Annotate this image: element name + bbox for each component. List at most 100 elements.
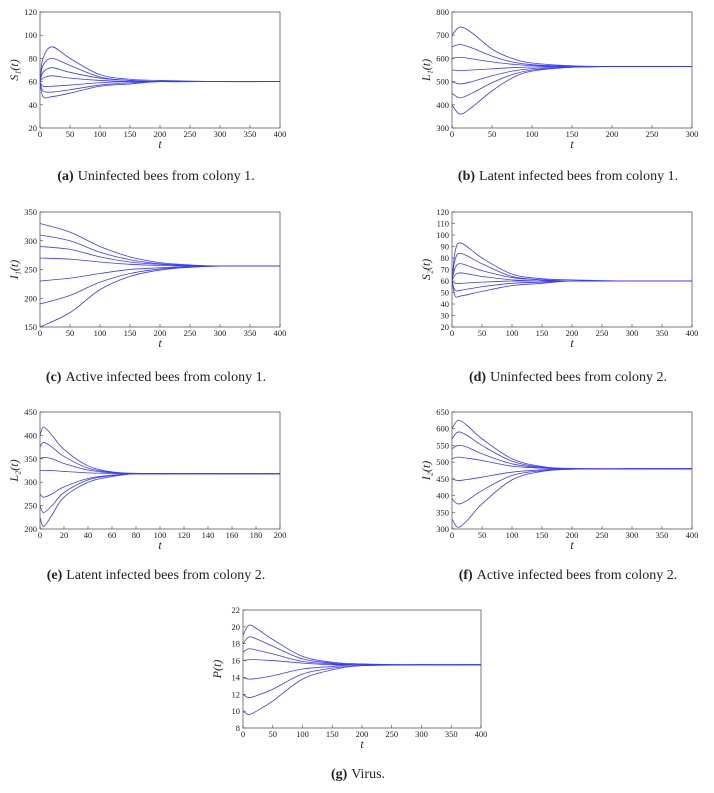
x-tick-label: 200	[356, 729, 369, 739]
x-tick-label: 0	[450, 530, 454, 540]
x-tick-label: 100	[526, 129, 539, 139]
y-tick-label: 70	[441, 265, 450, 275]
curve	[452, 456, 692, 470]
x-tick-label: 200	[606, 129, 619, 139]
y-tick-label: 450	[436, 474, 449, 484]
caption-label: (e)	[47, 568, 63, 583]
caption: (f) Active infected bees from colony 2.	[459, 568, 678, 583]
y-tick-label: 20	[232, 622, 241, 632]
caption: (b) Latent infected bees from colony 1.	[458, 169, 678, 184]
curve	[40, 442, 280, 475]
curve	[40, 81, 280, 88]
x-tick-label: 400	[686, 530, 699, 540]
x-tick-label: 120	[178, 530, 191, 540]
y-tick-label: 14	[232, 672, 241, 682]
y-tick-label: 60	[441, 276, 450, 286]
x-tick-label: 300	[626, 328, 639, 338]
x-tick-label: 200	[274, 530, 287, 540]
x-tick-label: 150	[124, 129, 137, 139]
y-tick-label: 100	[24, 30, 37, 40]
x-tick-label: 400	[274, 328, 287, 338]
x-tick-label: 0	[38, 129, 42, 139]
y-tick-label: 120	[436, 207, 449, 217]
y-tick-label: 600	[436, 424, 449, 434]
y-tick-label: 400	[24, 430, 37, 440]
y-tick-label: 300	[436, 524, 449, 534]
x-tick-label: 250	[646, 129, 659, 139]
x-axis-label: t	[158, 137, 162, 151]
y-tick-label: 350	[24, 454, 37, 464]
y-axis-label: P(t)	[210, 660, 224, 680]
caption-label: (c)	[46, 370, 62, 385]
x-tick-label: 100	[94, 328, 107, 338]
y-tick-label: 250	[24, 501, 37, 511]
curve	[40, 81, 280, 93]
y-tick-label: 450	[24, 407, 37, 417]
x-tick-label: 100	[154, 530, 167, 540]
x-axis-label: t	[570, 336, 574, 350]
panel: 0 50 100 150 200 250 300 350 400 20 40 60 80 100 120 t S…	[7, 7, 286, 184]
axes-frame	[39, 11, 281, 129]
curve	[452, 468, 692, 528]
caption: (a) Uninfected bees from colony 1.	[57, 169, 254, 184]
panel: 0 20 40 60 80 100 120 140 160 180 200 200 250 300 350 4…	[7, 407, 286, 583]
y-axis-label: I₁(t)	[7, 260, 21, 281]
x-tick-label: 50	[269, 729, 278, 739]
x-axis-label: t	[360, 737, 364, 751]
y-axis-label: S₁(t)	[7, 59, 21, 81]
caption-label: (g)	[331, 767, 348, 782]
x-tick-label: 100	[506, 530, 519, 540]
curve	[40, 456, 280, 475]
x-tick-label: 150	[326, 729, 339, 739]
x-tick-label: 400	[686, 328, 699, 338]
x-tick-label: 80	[132, 530, 141, 540]
curve	[243, 648, 481, 666]
x-tick-label: 250	[184, 328, 197, 338]
curve	[452, 431, 692, 470]
x-tick-label: 100	[94, 129, 107, 139]
curve	[243, 664, 481, 680]
x-tick-label: 350	[656, 530, 669, 540]
x-axis-label: t	[158, 538, 162, 552]
plot-area	[243, 624, 481, 715]
y-tick-label: 300	[24, 236, 37, 246]
y-tick-label: 350	[24, 207, 37, 217]
x-tick-label: 0	[450, 328, 454, 338]
x-tick-label: 350	[656, 328, 669, 338]
curve	[40, 257, 280, 267]
axes-frame	[451, 211, 693, 328]
x-tick-label: 400	[475, 729, 488, 739]
caption: (d) Uninfected bees from colony 2.	[469, 370, 667, 385]
y-tick-label: 600	[436, 53, 449, 63]
caption-text: Uninfected bees from colony 2.	[490, 370, 667, 385]
curve	[452, 280, 692, 292]
x-tick-label: 50	[478, 328, 487, 338]
x-tick-label: 150	[536, 328, 549, 338]
caption: (e) Latent infected bees from colony 2.	[47, 568, 266, 583]
x-tick-label: 160	[226, 530, 239, 540]
x-tick-label: 300	[415, 729, 428, 739]
y-tick-label: 400	[436, 100, 449, 110]
y-tick-label: 8	[236, 723, 240, 733]
x-tick-label: 50	[66, 328, 75, 338]
caption-text: Latent infected bees from colony 1.	[479, 169, 678, 184]
y-tick-label: 500	[436, 77, 449, 87]
caption-text: Active infected bees from colony 1.	[65, 370, 266, 385]
caption-text: Uninfected bees from colony 1.	[78, 169, 255, 184]
caption-label: (f)	[459, 568, 473, 583]
x-tick-label: 400	[274, 129, 287, 139]
x-tick-label: 250	[385, 729, 398, 739]
curve	[452, 44, 692, 67]
curve	[40, 473, 280, 528]
curve	[40, 265, 280, 327]
y-tick-label: 80	[29, 53, 38, 63]
x-tick-label: 180	[250, 530, 263, 540]
y-tick-label: 110	[437, 219, 449, 229]
y-tick-label: 22	[232, 605, 241, 615]
curve	[40, 265, 280, 282]
x-tick-label: 150	[536, 530, 549, 540]
panel: 0 50 100 150 200 250 300 350 400 150 200 250 300 350 t…	[7, 207, 286, 385]
x-tick-label: 150	[124, 328, 137, 338]
